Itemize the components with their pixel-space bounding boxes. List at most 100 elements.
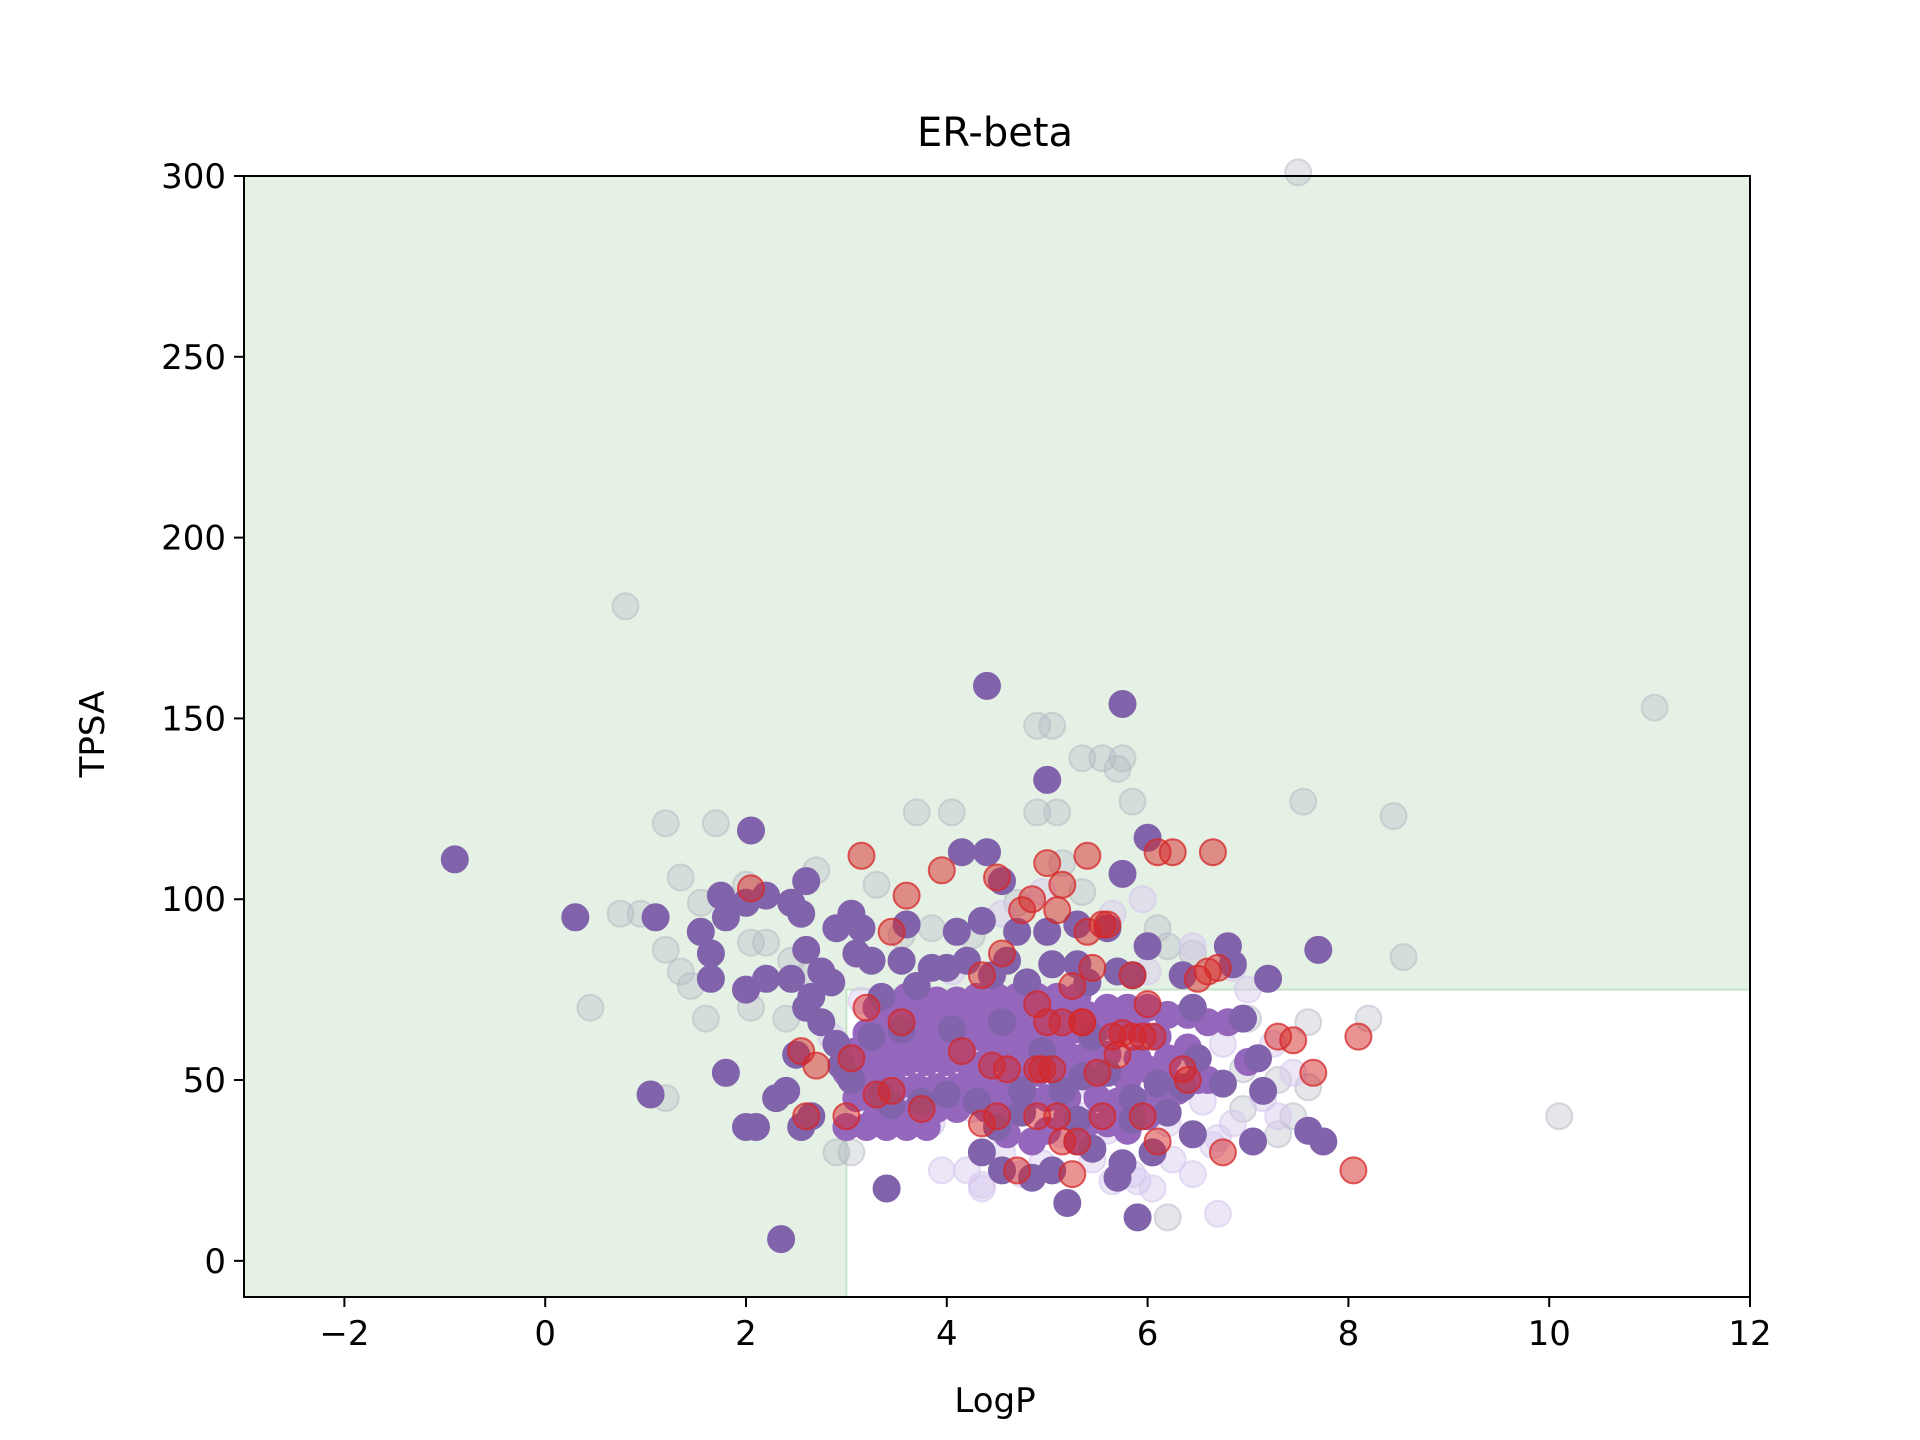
data-point (1138, 1174, 1167, 1203)
data-point (1038, 711, 1067, 740)
data-point (440, 845, 469, 874)
data-point (1088, 1102, 1117, 1131)
data-point (701, 809, 730, 838)
data-point (1178, 932, 1207, 961)
data-point (1545, 1102, 1574, 1131)
x-tick-label: 6 (1137, 1314, 1159, 1354)
y-tick-label: 0 (204, 1242, 226, 1282)
data-point (862, 870, 891, 899)
data-point (742, 1113, 770, 1141)
data-point (1339, 1156, 1368, 1185)
data-point (983, 863, 1011, 892)
data-point (1018, 1127, 1047, 1156)
data-point (772, 1076, 801, 1105)
y-tick-label: 150 (161, 699, 226, 739)
data-point (1264, 1102, 1293, 1131)
data-point (1008, 896, 1037, 925)
data-point (666, 957, 695, 986)
data-point (1068, 1008, 1097, 1037)
data-point (1289, 787, 1318, 816)
data-point (947, 1037, 976, 1066)
data-point (822, 914, 851, 943)
data-point (1138, 1022, 1167, 1051)
data-point (561, 903, 590, 932)
data-point (907, 1095, 936, 1123)
data-point (973, 838, 1001, 867)
data-point (852, 993, 881, 1022)
x-axis: −2 0 2 4 6 8 10 12 (319, 1297, 1772, 1354)
data-point (606, 899, 635, 928)
data-point (1279, 1026, 1308, 1055)
data-point (932, 1080, 961, 1109)
data-point (1093, 910, 1122, 939)
data-point (1208, 1138, 1237, 1167)
data-point (696, 964, 725, 993)
data-point (1048, 870, 1077, 899)
data-point (636, 1080, 665, 1109)
x-tick-label: 4 (936, 1314, 958, 1354)
data-point (993, 1055, 1021, 1084)
x-tick-label: 2 (735, 1314, 757, 1354)
data-point (1043, 1102, 1072, 1131)
data-point (837, 1044, 866, 1073)
data-point (1053, 1189, 1082, 1217)
data-point (1063, 1127, 1092, 1156)
x-tick-label: 10 (1528, 1314, 1571, 1354)
data-point (1284, 158, 1313, 187)
data-point (1640, 693, 1669, 722)
x-tick-label: 8 (1338, 1314, 1360, 1354)
data-point (792, 1102, 821, 1131)
data-point (1103, 1163, 1132, 1192)
data-point (872, 1040, 901, 1069)
data-point (1078, 953, 1107, 982)
data-point (691, 1004, 720, 1033)
data-point (857, 1022, 886, 1051)
data-point (1208, 1069, 1237, 1098)
data-point (1128, 885, 1157, 914)
data-point (832, 1102, 861, 1131)
y-axis: 0 50 100 150 200 250 300 (161, 157, 244, 1282)
data-point (1198, 838, 1227, 867)
data-point (822, 1138, 851, 1167)
data-point (752, 964, 781, 993)
data-point (737, 874, 765, 903)
data-point (1249, 1076, 1278, 1105)
y-tick-label: 200 (161, 519, 226, 559)
data-point (862, 1080, 891, 1109)
data-point (1073, 841, 1102, 870)
y-tick-label: 100 (161, 880, 226, 920)
data-point (1088, 744, 1117, 773)
y-tick-label: 300 (161, 157, 226, 197)
data-point (1023, 798, 1052, 827)
data-point (1123, 1203, 1152, 1232)
data-point (942, 917, 971, 946)
data-point (576, 993, 605, 1022)
data-point (1153, 1203, 1182, 1232)
x-tick-label: −2 (319, 1314, 369, 1354)
data-point (1033, 849, 1062, 878)
data-point (787, 899, 816, 928)
data-point (1043, 798, 1072, 827)
data-point (947, 838, 976, 867)
data-point (1239, 1127, 1267, 1156)
data-point (1153, 1098, 1182, 1127)
data-point (967, 1170, 996, 1199)
data-point (1118, 961, 1147, 990)
data-point (892, 881, 921, 910)
data-point (927, 856, 956, 885)
data-point (1294, 1008, 1323, 1037)
data-point (696, 939, 725, 968)
data-point (1133, 932, 1162, 961)
data-point (1229, 1004, 1257, 1033)
data-point (817, 968, 846, 997)
data-point (1178, 1160, 1207, 1189)
data-point (752, 928, 781, 957)
data-point (1058, 972, 1087, 1000)
chart-title: ER-beta (917, 110, 1073, 156)
data-point (711, 903, 740, 932)
data-point (1103, 1040, 1132, 1069)
data-point (1128, 1102, 1157, 1131)
data-point (1103, 755, 1132, 783)
data-point (988, 1008, 1016, 1037)
data-point (902, 972, 931, 1000)
